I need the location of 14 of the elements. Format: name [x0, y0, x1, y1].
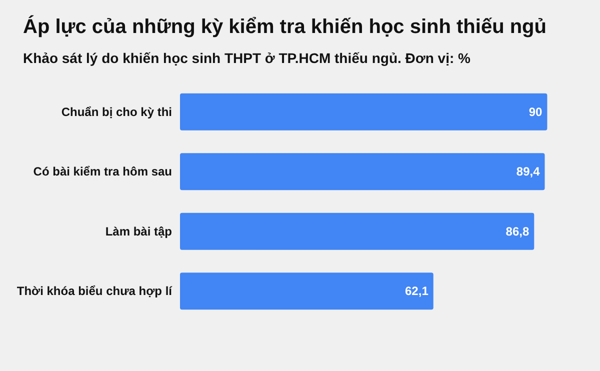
data-label: 62,1: [405, 284, 429, 298]
data-label: 90: [528, 104, 543, 119]
y-tick-label: Làm bài tập: [105, 224, 172, 238]
y-tick-label: Chuẩn bị cho kỳ thi: [61, 104, 172, 119]
bar: [180, 272, 434, 310]
bar: [180, 93, 548, 130]
chart-subtitle: Khảo sát lý do khiến học sinh THPT ở TP.HCM thiếu ngủ. Đơn vị: %: [23, 50, 472, 66]
chart-title: Áp lực của những kỳ kiểm tra khiến học sinh thiếu ngủ: [23, 15, 546, 38]
y-tick-label: Có bài kiểm tra hôm sau: [33, 164, 172, 179]
data-label: 86,8: [506, 224, 530, 238]
bar: [180, 212, 534, 250]
y-tick-label: Thời khóa biểu chưa hợp lí: [16, 284, 173, 298]
data-label: 89,4: [516, 164, 540, 179]
bar: [180, 153, 545, 190]
